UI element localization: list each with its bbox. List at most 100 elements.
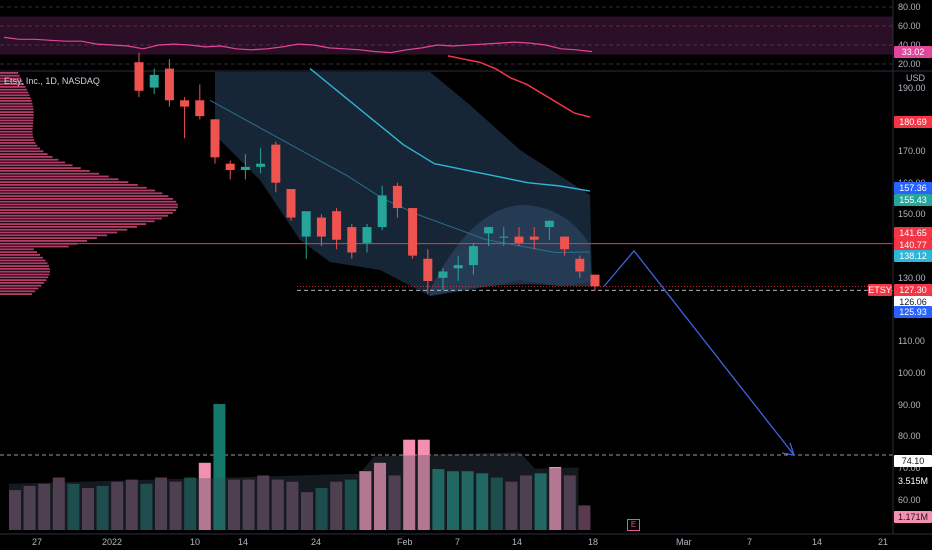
candle-body bbox=[195, 100, 205, 117]
volume-bar bbox=[67, 483, 80, 530]
rsi-axis-tick: 20.00 bbox=[898, 59, 921, 69]
volume-profile-bar bbox=[0, 161, 66, 164]
volume-bar bbox=[242, 479, 255, 530]
price-axis-tick: 170.00 bbox=[898, 146, 926, 156]
candle-body bbox=[332, 211, 342, 240]
rsi-axis-tick: 40.00 bbox=[898, 40, 921, 50]
volume-bar bbox=[82, 488, 94, 530]
volume-bar bbox=[578, 505, 591, 530]
price-axis-tick: 80.00 bbox=[898, 431, 921, 442]
volume-profile-bar bbox=[0, 217, 162, 220]
volume-bar bbox=[490, 477, 503, 530]
volume-profile-bar bbox=[0, 150, 44, 153]
candle-body bbox=[180, 100, 190, 107]
time-axis-tick: 14 bbox=[812, 537, 823, 547]
ma-slow-line bbox=[447, 55, 591, 118]
volume-profile-bar bbox=[0, 77, 21, 80]
volume-bar bbox=[534, 473, 547, 530]
price-label: 125.93 bbox=[894, 306, 932, 318]
volume-profile-bar bbox=[0, 181, 129, 183]
volume-bar bbox=[96, 485, 109, 530]
volume-profile-bar bbox=[0, 231, 118, 234]
volume-profile-bar bbox=[0, 254, 41, 256]
candle-body bbox=[362, 227, 372, 243]
time-axis-tick: Mar bbox=[676, 537, 692, 547]
volume-profile-bar bbox=[0, 223, 147, 225]
volume-bar bbox=[286, 481, 299, 530]
candle-body bbox=[453, 265, 463, 269]
candle-body bbox=[575, 258, 585, 272]
earnings-marker-icon[interactable]: E bbox=[627, 519, 640, 531]
candle-body bbox=[529, 236, 539, 240]
volume-profile-bar bbox=[0, 290, 36, 293]
volume-profile-bar bbox=[0, 108, 34, 111]
symbol-title: Etsy, Inc., 1D, NASDAQ bbox=[4, 76, 100, 86]
price-label: 1.171M bbox=[894, 511, 932, 523]
volume-profile-bar bbox=[0, 105, 34, 108]
volume-bar bbox=[52, 477, 65, 530]
volume-profile-bar bbox=[0, 83, 24, 85]
volume-profile-bar bbox=[0, 74, 20, 77]
volume-profile-bar bbox=[0, 167, 81, 169]
volume-bar bbox=[403, 439, 416, 530]
volume-profile-bar bbox=[0, 147, 41, 150]
candle-body bbox=[256, 163, 266, 167]
time-axis-tick: 18 bbox=[588, 537, 599, 547]
price-label: 180.69 bbox=[894, 116, 932, 128]
volume-bar bbox=[140, 483, 153, 530]
candle-body bbox=[484, 227, 494, 234]
time-axis-tick: 7 bbox=[747, 537, 753, 547]
volume-profile-bar bbox=[0, 189, 156, 192]
time-axis-tick: 21 bbox=[878, 537, 889, 547]
volume-bar bbox=[315, 488, 328, 530]
time-axis-tick: 14 bbox=[238, 537, 249, 547]
candle-body bbox=[377, 195, 387, 228]
volume-profile-bar bbox=[0, 287, 39, 290]
volume-profile-bar bbox=[0, 100, 32, 102]
rsi-band bbox=[0, 16, 893, 55]
volume-bar bbox=[388, 475, 401, 530]
volume-bar bbox=[9, 490, 21, 530]
volume-profile-bar bbox=[0, 97, 31, 99]
volume-profile-bar bbox=[0, 80, 23, 83]
price-axis-tick: 60.00 bbox=[898, 494, 921, 505]
volume-profile-bar bbox=[0, 214, 169, 217]
time-axis-tick: 7 bbox=[455, 537, 461, 547]
volume-profile-bar bbox=[0, 91, 29, 94]
forecast-path bbox=[603, 249, 795, 456]
volume-profile-bar bbox=[0, 282, 45, 284]
volume-bar bbox=[257, 475, 270, 530]
candle-body bbox=[271, 144, 281, 183]
volume-profile-bar bbox=[0, 184, 138, 186]
volume-profile-bar bbox=[0, 268, 50, 270]
volume-profile-bar bbox=[0, 234, 108, 237]
price-label: 157.36 bbox=[894, 182, 932, 194]
candle-body bbox=[347, 227, 357, 253]
price-axis-tick: 190.00 bbox=[898, 82, 926, 93]
price-label: 126.06 bbox=[894, 296, 932, 308]
candle-body bbox=[544, 220, 554, 228]
volume-bar bbox=[301, 492, 313, 530]
candle-body bbox=[560, 236, 570, 250]
rsi-value-label: 33.02 bbox=[894, 45, 932, 58]
candle-body bbox=[134, 62, 144, 91]
price-label: 3.515M bbox=[894, 475, 932, 487]
volume-bar bbox=[374, 462, 386, 530]
volume-profile-bar bbox=[0, 226, 138, 228]
volume-bar bbox=[359, 471, 372, 530]
volume-profile-bar bbox=[0, 265, 49, 267]
volume-bar bbox=[344, 479, 357, 530]
volume-bar bbox=[184, 477, 197, 530]
volume-profile-bar bbox=[0, 153, 48, 155]
volume-profile-bar bbox=[0, 276, 49, 279]
volume-bar bbox=[111, 481, 124, 530]
volume-profile-bar bbox=[0, 245, 69, 248]
volume-profile-bar bbox=[0, 125, 33, 127]
volume-bar bbox=[432, 469, 445, 530]
candle-body bbox=[301, 211, 311, 237]
volume-bar bbox=[38, 483, 51, 530]
candle-body bbox=[286, 189, 296, 218]
candle-body bbox=[514, 236, 524, 243]
